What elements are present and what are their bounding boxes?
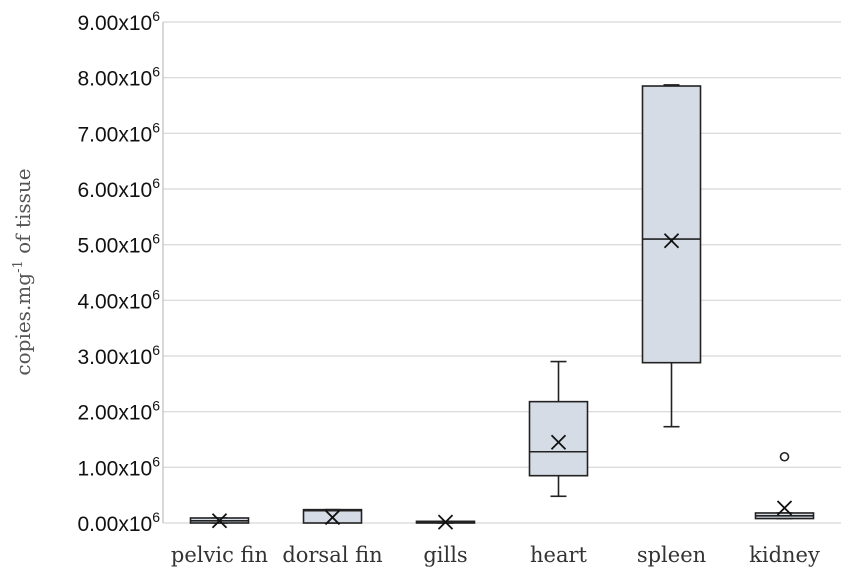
iqr-box — [528, 400, 589, 477]
y-tick-exponent: 6 — [152, 119, 160, 135]
x-category-label: kidney — [749, 543, 820, 567]
y-axis-title-superscript: -1 — [11, 260, 26, 273]
y-tick-exponent: 6 — [152, 64, 160, 80]
x-category-label: pelvic fin — [171, 543, 268, 567]
outlier-point — [779, 451, 790, 462]
y-tick-mantissa: 8.00x10 — [77, 68, 152, 91]
x-category-labels: pelvic fin dorsal fin gills heart spleen kidn… — [171, 543, 820, 567]
y-tick-exponent: 6 — [152, 286, 160, 302]
y-tick-label: 9.00x106 — [77, 8, 160, 35]
mean-marker — [550, 434, 567, 450]
y-tick-exponent: 6 — [152, 453, 160, 469]
iqr-box — [641, 85, 702, 364]
x-category-label: spleen — [637, 543, 706, 567]
y-axis-title: copies.mg-1 of tissue — [11, 168, 35, 375]
y-tick-label: 8.00x106 — [77, 64, 160, 91]
y-tick-mantissa: 2.00x10 — [77, 402, 152, 425]
box-spleen — [641, 84, 702, 428]
x-category-label: gills — [423, 543, 467, 567]
y-tick-mantissa: 1.00x10 — [77, 457, 152, 480]
y-tick-label: 0.00x106 — [77, 509, 160, 536]
box-dorsal-fin — [302, 508, 363, 526]
y-tick-mantissa: 9.00x10 — [77, 12, 152, 35]
box-gills — [415, 514, 476, 530]
y-tick-label: 2.00x106 — [77, 398, 160, 425]
y-axis-title-main: copies.mg — [11, 273, 35, 376]
grid-lines — [162, 21, 841, 524]
y-tick-exponent: 6 — [152, 231, 160, 247]
y-tick-mantissa: 6.00x10 — [77, 179, 152, 202]
y-tick-labels: 0.00x1061.00x1062.00x1063.00x1064.00x106… — [77, 8, 160, 536]
y-tick-label: 4.00x106 — [77, 286, 160, 313]
x-category-label: dorsal fin — [282, 543, 382, 567]
y-tick-label: 5.00x106 — [77, 231, 160, 258]
y-axis-title-tail: of tissue — [11, 168, 35, 260]
box-pelvic-fin — [189, 513, 250, 529]
mean-marker — [211, 513, 228, 529]
y-tick-exponent: 6 — [152, 8, 160, 24]
x-category-label: heart — [530, 543, 588, 567]
mean-marker — [776, 500, 793, 516]
mean-marker — [663, 233, 680, 249]
y-tick-mantissa: 5.00x10 — [77, 235, 152, 258]
boxes — [189, 84, 815, 530]
y-tick-label: 7.00x106 — [77, 119, 160, 146]
mean-marker — [324, 509, 341, 526]
y-tick-label: 1.00x106 — [77, 453, 160, 480]
box-kidney — [754, 451, 815, 520]
box-heart — [528, 360, 589, 498]
y-tick-mantissa: 0.00x10 — [77, 513, 152, 536]
y-tick-mantissa: 3.00x10 — [77, 346, 152, 369]
y-tick-mantissa: 7.00x10 — [77, 123, 152, 146]
y-tick-label: 6.00x106 — [77, 175, 160, 202]
mean-marker — [437, 514, 454, 530]
y-tick-exponent: 6 — [152, 398, 160, 414]
y-tick-exponent: 6 — [152, 175, 160, 191]
y-tick-label: 3.00x106 — [77, 342, 160, 369]
y-tick-mantissa: 4.00x10 — [77, 290, 152, 313]
y-tick-exponent: 6 — [152, 509, 160, 525]
y-tick-exponent: 6 — [152, 342, 160, 358]
